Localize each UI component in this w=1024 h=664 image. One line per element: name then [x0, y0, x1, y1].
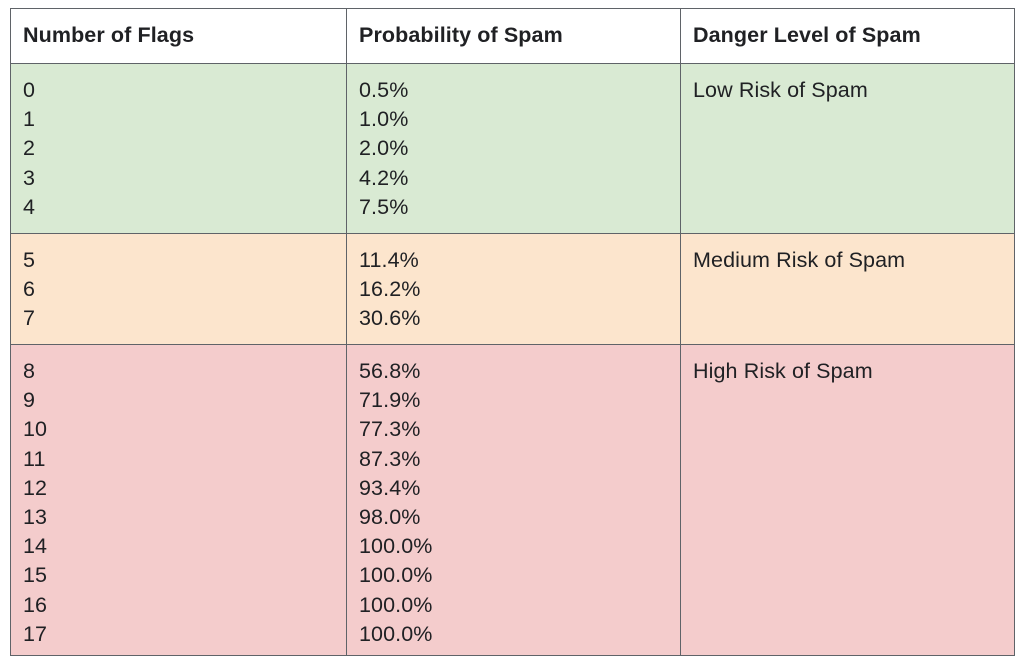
flag-value: 13 [23, 505, 48, 530]
probability-value: 0.5% [359, 78, 409, 102]
probability-value: 30.6% [359, 306, 421, 331]
flag-value: 12 [23, 475, 48, 500]
probability-value: 2.0% [359, 136, 409, 161]
probability-value: 100.0% [359, 621, 433, 646]
medium-risk-probability-cell: 11.4% 16.2% 30.6% [347, 234, 681, 345]
header-probability-of-spam: Probability of Spam [347, 9, 681, 64]
flag-value: 6 [23, 277, 36, 302]
low-risk-level-cell: Low Risk of Spam [681, 64, 1014, 234]
probability-value: 98.0% [359, 505, 421, 530]
high-risk-probability-cell: 56.8% 71.9% 77.3% 87.3% 93.4% 98.0% 100.… [347, 345, 681, 655]
flag-value: 14 [23, 534, 48, 559]
flag-value: 2 [23, 136, 36, 161]
medium-risk-level-cell: Medium Risk of Spam [681, 234, 1014, 345]
probability-value: 100.0% [359, 534, 433, 559]
flag-value: 9 [23, 388, 36, 413]
probability-value: 7.5% [359, 194, 409, 219]
danger-level-label: Low Risk of Spam [693, 78, 868, 102]
flag-value: 7 [23, 306, 36, 331]
danger-level-label: Medium Risk of Spam [693, 248, 906, 272]
flag-value: 4 [23, 194, 36, 219]
probability-value: 87.3% [359, 446, 421, 471]
probability-value: 100.0% [359, 563, 433, 588]
header-number-of-flags: Number of Flags [11, 9, 347, 64]
header-danger-level: Danger Level of Spam [681, 9, 1014, 64]
flag-value: 3 [23, 165, 36, 190]
flag-value: 8 [23, 359, 36, 383]
probability-value: 16.2% [359, 277, 421, 302]
flag-value: 11 [23, 446, 46, 471]
probability-value: 1.0% [359, 107, 409, 132]
flag-value: 5 [23, 248, 36, 272]
flag-value: 10 [23, 417, 48, 442]
flag-value: 0 [23, 78, 36, 102]
flag-value: 15 [23, 563, 48, 588]
medium-risk-flags-cell: 5 6 7 [11, 234, 347, 345]
spam-risk-table: Number of Flags Probability of Spam Dang… [10, 8, 1015, 656]
flag-value: 17 [23, 621, 48, 646]
probability-value: 56.8% [359, 359, 421, 383]
probability-value: 4.2% [359, 165, 409, 190]
probability-value: 11.4% [359, 248, 419, 272]
low-risk-flags-cell: 0 1 2 3 4 [11, 64, 347, 234]
high-risk-flags-cell: 8 9 10 11 12 13 14 15 16 17 [11, 345, 347, 655]
probability-value: 77.3% [359, 417, 421, 442]
flag-value: 16 [23, 592, 48, 617]
low-risk-probability-cell: 0.5% 1.0% 2.0% 4.2% 7.5% [347, 64, 681, 234]
probability-value: 93.4% [359, 475, 421, 500]
high-risk-level-cell: High Risk of Spam [681, 345, 1014, 655]
probability-value: 100.0% [359, 592, 433, 617]
flag-value: 1 [23, 107, 36, 132]
danger-level-label: High Risk of Spam [693, 359, 873, 383]
probability-value: 71.9% [359, 388, 421, 413]
